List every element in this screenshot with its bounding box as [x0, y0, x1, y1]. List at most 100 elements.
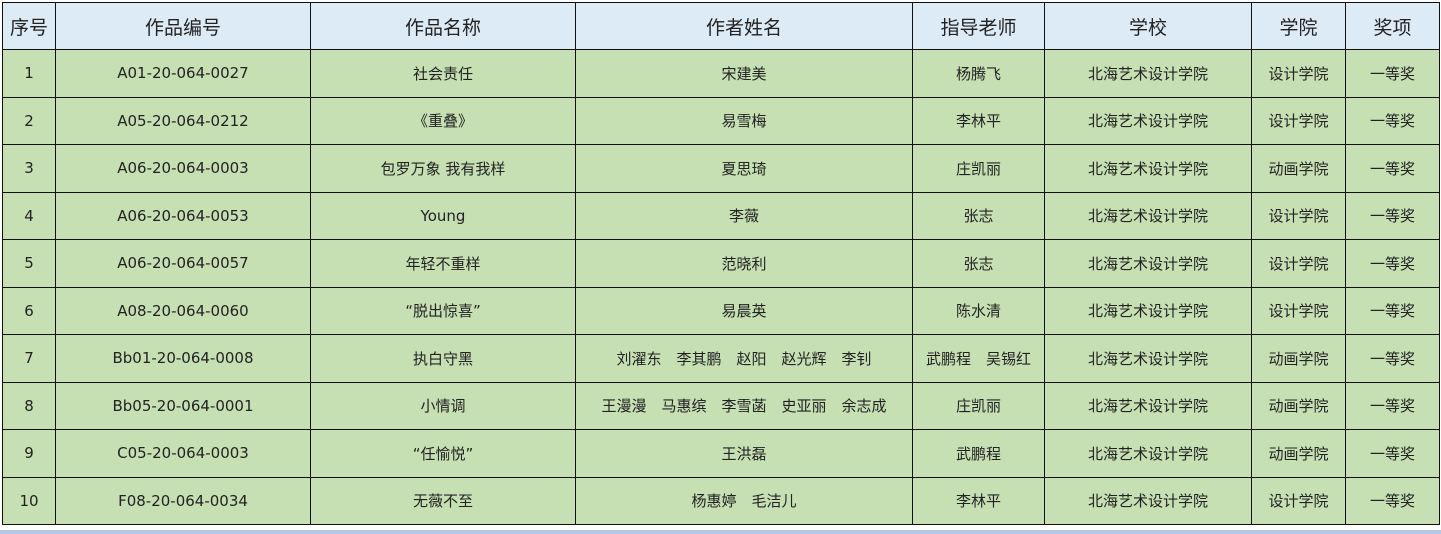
cell-col-authors[interactable]: 范晓利 [575, 239, 913, 288]
cell-col-work-id[interactable]: F08-20-064-0034 [55, 476, 311, 525]
cell-col-school[interactable]: 北海艺术设计学院 [1044, 239, 1252, 288]
cell-col-work-name[interactable]: 包罗万象 我有我样 [310, 144, 576, 193]
table-row: 10 F08-20-064-0034 无薇不至 杨惠婷 毛洁儿 李林平 北海艺术设计学院设… [2, 476, 1440, 525]
cell-col-index[interactable]: 6 [2, 286, 56, 335]
cell-col-work-name[interactable]: Young [310, 191, 576, 240]
table-row: 1 A01-20-064-0027 社会责任 宋建美 杨腾飞 北海艺术设计学院 设计学院 一等… [2, 49, 1440, 98]
header-col-college: 学院 [1251, 2, 1346, 50]
cell-col-advisor[interactable]: 张志 [912, 239, 1045, 288]
cell-col-work-id[interactable]: A01-20-064-0027 [55, 49, 311, 98]
table-row: 3 A06-20-064-0003 包罗万象 我有我样 夏思琦 庄凯丽 北海艺术设计学院动… [2, 144, 1440, 193]
cell-col-authors[interactable]: 杨惠婷 毛洁儿 [575, 476, 913, 525]
header-col-index: 序号 [2, 2, 56, 50]
cell-col-index[interactable]: 10 [2, 476, 56, 525]
cell-col-work-name[interactable]: “脱出惊喜” [310, 286, 576, 335]
cell-col-school[interactable]: 北海艺术设计学院 [1044, 49, 1252, 98]
cell-col-award[interactable]: 一等奖 [1345, 286, 1440, 335]
cell-col-award[interactable]: 一等奖 [1345, 96, 1440, 145]
cell-col-award[interactable]: 一等奖 [1345, 476, 1440, 525]
cell-col-college[interactable]: 动画学院 [1251, 334, 1346, 383]
cell-col-college[interactable]: 动画学院 [1251, 381, 1346, 430]
cell-col-advisor[interactable]: 庄凯丽 [912, 144, 1045, 193]
table-row: 8 Bb05-20-064-0001 小情调 王漫漫 马惠缤 李雪菡 史亚丽 余志成庄… [2, 381, 1440, 430]
cell-col-index[interactable]: 3 [2, 144, 56, 193]
cell-col-school[interactable]: 北海艺术设计学院 [1044, 429, 1252, 478]
header-col-work-id: 作品编号 [55, 2, 311, 50]
table-row: 6 A08-20-064-0060 “脱出惊喜” 易晨英 陈水清 北海艺术设计学院 设计学院… [2, 286, 1440, 335]
cell-col-college[interactable]: 动画学院 [1251, 429, 1346, 478]
cell-col-index[interactable]: 9 [2, 429, 56, 478]
cell-col-authors[interactable]: 宋建美 [575, 49, 913, 98]
cell-col-advisor[interactable]: 李林平 [912, 96, 1045, 145]
cell-col-college[interactable]: 设计学院 [1251, 191, 1346, 240]
cell-col-authors[interactable]: 刘濯东 李其鹏 赵阳 赵光辉 李钊 [575, 334, 913, 383]
cell-col-index[interactable]: 8 [2, 381, 56, 430]
cell-col-advisor[interactable]: 庄凯丽 [912, 381, 1045, 430]
cell-col-award[interactable]: 一等奖 [1345, 239, 1440, 288]
header-col-authors: 作者姓名 [575, 2, 913, 50]
cell-col-college[interactable]: 设计学院 [1251, 286, 1346, 335]
cell-col-school[interactable]: 北海艺术设计学院 [1044, 96, 1252, 145]
cell-col-index[interactable]: 7 [2, 334, 56, 383]
cell-col-school[interactable]: 北海艺术设计学院 [1044, 334, 1252, 383]
cell-col-school[interactable]: 北海艺术设计学院 [1044, 191, 1252, 240]
table-row: 7 Bb01-20-064-0008 执白守黑 刘濯东 李其鹏 赵阳 赵光辉 李钊 武鹏… [2, 334, 1440, 383]
cell-col-school[interactable]: 北海艺术设计学院 [1044, 381, 1252, 430]
cell-col-advisor[interactable]: 李林平 [912, 476, 1045, 525]
cell-col-work-id[interactable]: A06-20-064-0057 [55, 239, 311, 288]
cell-col-authors[interactable]: 王洪磊 [575, 429, 913, 478]
table-row: 9 C05-20-064-0003 “任愉悦” 王洪磊 武鹏程 北海艺术设计学院 动画学院一… [2, 429, 1440, 478]
cell-col-college[interactable]: 设计学院 [1251, 96, 1346, 145]
header-col-advisor: 指导老师 [912, 2, 1045, 50]
cell-col-work-name[interactable]: 《重叠》 [310, 96, 576, 145]
cell-col-authors[interactable]: 夏思琦 [575, 144, 913, 193]
cell-col-award[interactable]: 一等奖 [1345, 49, 1440, 98]
cell-col-advisor[interactable]: 张志 [912, 191, 1045, 240]
cell-col-school[interactable]: 北海艺术设计学院 [1044, 476, 1252, 525]
cell-col-authors[interactable]: 李薇 [575, 191, 913, 240]
cell-col-advisor[interactable]: 武鹏程 吴锡红 [912, 334, 1045, 383]
header-row: 序号 作品编号 作品名称 作者姓名 指导老师 学校 学院 奖项 [2, 2, 1440, 50]
cell-col-work-name[interactable]: 社会责任 [310, 49, 576, 98]
cell-col-index[interactable]: 4 [2, 191, 56, 240]
header-col-work-name: 作品名称 [310, 2, 576, 50]
cell-col-work-name[interactable]: 年轻不重样 [310, 239, 576, 288]
cell-col-work-name[interactable]: 小情调 [310, 381, 576, 430]
cell-col-advisor[interactable]: 杨腾飞 [912, 49, 1045, 98]
table-row: 4 A06-20-064-0053 Young 李薇 张志 北海艺术设计学院 设计学院 一等奖 [2, 191, 1440, 240]
cell-col-award[interactable]: 一等奖 [1345, 381, 1440, 430]
cell-col-work-id[interactable]: A05-20-064-0212 [55, 96, 311, 145]
cell-col-award[interactable]: 一等奖 [1345, 191, 1440, 240]
cell-col-work-id[interactable]: Bb01-20-064-0008 [55, 334, 311, 383]
cell-col-work-id[interactable]: A08-20-064-0060 [55, 286, 311, 335]
header-col-school: 学校 [1044, 2, 1252, 50]
awards-table: 序号 作品编号 作品名称 作者姓名 指导老师 学校 学院 奖项 1 A01-20-064-002… [2, 2, 1440, 525]
cell-col-index[interactable]: 5 [2, 239, 56, 288]
cell-col-authors[interactable]: 易晨英 [575, 286, 913, 335]
cell-col-work-id[interactable]: A06-20-064-0053 [55, 191, 311, 240]
cell-col-work-id[interactable]: A06-20-064-0003 [55, 144, 311, 193]
cell-col-index[interactable]: 1 [2, 49, 56, 98]
table-row: 2 A05-20-064-0212 《重叠》 易雪梅 李林平 北海艺术设计学院 设计学院 一等… [2, 96, 1440, 145]
cell-col-award[interactable]: 一等奖 [1345, 429, 1440, 478]
cell-col-school[interactable]: 北海艺术设计学院 [1044, 286, 1252, 335]
header-col-award: 奖项 [1345, 2, 1440, 50]
cell-col-advisor[interactable]: 武鹏程 [912, 429, 1045, 478]
cell-col-work-name[interactable]: “任愉悦” [310, 429, 576, 478]
cell-col-authors[interactable]: 易雪梅 [575, 96, 913, 145]
cell-col-college[interactable]: 设计学院 [1251, 49, 1346, 98]
cell-col-authors[interactable]: 王漫漫 马惠缤 李雪菡 史亚丽 余志成 [575, 381, 913, 430]
table-row: 5 A06-20-064-0057 年轻不重样 范晓利 张志 北海艺术设计学院 设计学院 一等… [2, 239, 1440, 288]
cell-col-work-id[interactable]: Bb05-20-064-0001 [55, 381, 311, 430]
cell-col-award[interactable]: 一等奖 [1345, 334, 1440, 383]
cell-col-school[interactable]: 北海艺术设计学院 [1044, 144, 1252, 193]
cell-col-college[interactable]: 设计学院 [1251, 476, 1346, 525]
cell-col-work-name[interactable]: 执白守黑 [310, 334, 576, 383]
cell-col-college[interactable]: 动画学院 [1251, 144, 1346, 193]
cell-col-advisor[interactable]: 陈水清 [912, 286, 1045, 335]
cell-col-work-id[interactable]: C05-20-064-0003 [55, 429, 311, 478]
cell-col-award[interactable]: 一等奖 [1345, 144, 1440, 193]
cell-col-work-name[interactable]: 无薇不至 [310, 476, 576, 525]
cell-col-index[interactable]: 2 [2, 96, 56, 145]
cell-col-college[interactable]: 设计学院 [1251, 239, 1346, 288]
